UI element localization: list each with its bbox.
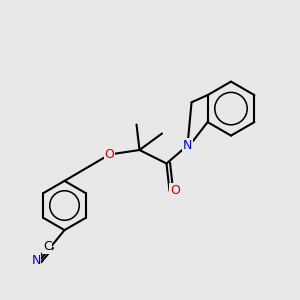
Text: O: O xyxy=(105,148,114,161)
Text: N: N xyxy=(31,254,41,267)
Text: O: O xyxy=(170,184,180,197)
Text: C: C xyxy=(43,240,52,254)
Text: N: N xyxy=(183,139,192,152)
